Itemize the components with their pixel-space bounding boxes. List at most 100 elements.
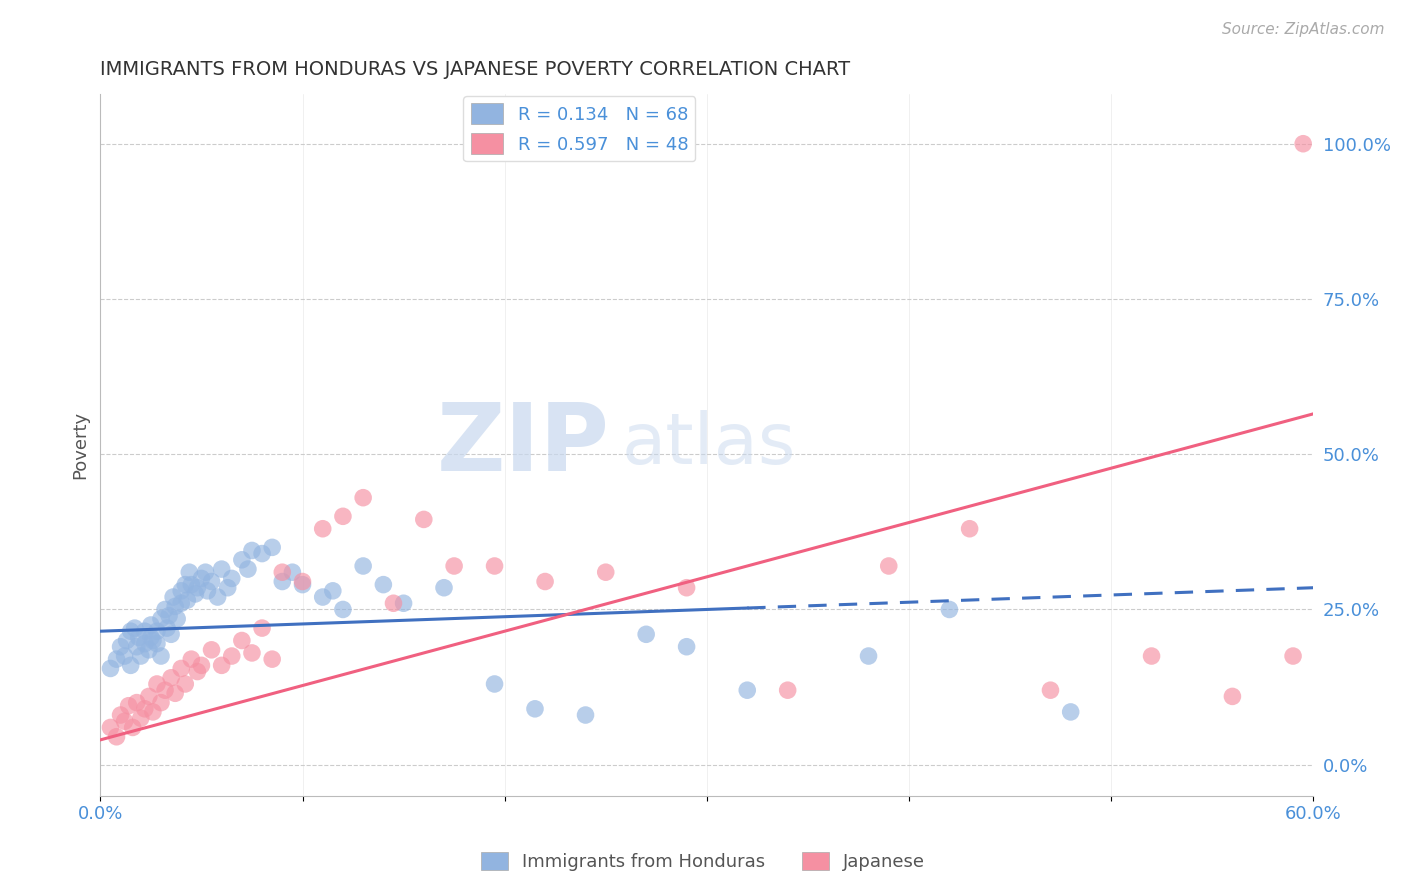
Point xyxy=(105,730,128,744)
Point xyxy=(170,596,193,610)
Point xyxy=(138,643,160,657)
Point xyxy=(138,690,160,704)
Point xyxy=(291,577,314,591)
Point xyxy=(332,602,354,616)
Point xyxy=(160,671,183,685)
Point xyxy=(184,587,207,601)
Point xyxy=(179,565,201,579)
Point xyxy=(134,702,156,716)
Point xyxy=(142,633,165,648)
Point xyxy=(110,708,132,723)
Point xyxy=(352,491,374,505)
Point xyxy=(231,633,253,648)
Legend: R = 0.134   N = 68, R = 0.597   N = 48: R = 0.134 N = 68, R = 0.597 N = 48 xyxy=(464,96,696,161)
Point xyxy=(240,543,263,558)
Point xyxy=(200,574,222,589)
Point xyxy=(100,721,122,735)
Point xyxy=(433,581,456,595)
Point xyxy=(858,648,880,663)
Point xyxy=(291,574,314,589)
Point xyxy=(250,621,273,635)
Point xyxy=(1222,690,1244,704)
Point xyxy=(139,618,162,632)
Point xyxy=(114,648,136,663)
Point xyxy=(1039,683,1062,698)
Point xyxy=(675,581,697,595)
Point xyxy=(162,590,184,604)
Point xyxy=(312,522,335,536)
Point xyxy=(105,652,128,666)
Point xyxy=(240,646,263,660)
Point xyxy=(146,637,169,651)
Point xyxy=(176,593,198,607)
Point xyxy=(153,602,176,616)
Point xyxy=(574,708,596,723)
Point xyxy=(121,721,143,735)
Point xyxy=(160,627,183,641)
Point xyxy=(197,583,219,598)
Point xyxy=(959,522,981,536)
Point xyxy=(236,562,259,576)
Point xyxy=(180,577,202,591)
Point xyxy=(142,705,165,719)
Point xyxy=(332,509,354,524)
Point xyxy=(262,541,284,555)
Point xyxy=(165,599,187,614)
Point xyxy=(271,574,294,589)
Point xyxy=(125,696,148,710)
Point xyxy=(1282,648,1305,663)
Point xyxy=(174,677,197,691)
Point xyxy=(146,677,169,691)
Point xyxy=(211,562,233,576)
Point xyxy=(484,677,506,691)
Point xyxy=(271,565,294,579)
Point xyxy=(221,571,243,585)
Point xyxy=(595,565,617,579)
Point xyxy=(877,559,900,574)
Text: Source: ZipAtlas.com: Source: ZipAtlas.com xyxy=(1222,22,1385,37)
Point xyxy=(1292,136,1315,151)
Point xyxy=(776,683,799,698)
Point xyxy=(636,627,658,641)
Point xyxy=(194,565,217,579)
Point xyxy=(100,661,122,675)
Point xyxy=(180,652,202,666)
Point xyxy=(129,711,152,725)
Text: atlas: atlas xyxy=(621,410,796,479)
Point xyxy=(146,624,169,639)
Point xyxy=(231,553,253,567)
Point xyxy=(186,581,208,595)
Point xyxy=(217,581,239,595)
Point xyxy=(150,648,173,663)
Point xyxy=(114,714,136,729)
Point xyxy=(165,686,187,700)
Y-axis label: Poverty: Poverty xyxy=(72,411,89,479)
Point xyxy=(675,640,697,654)
Point xyxy=(120,658,142,673)
Point xyxy=(1140,648,1163,663)
Point xyxy=(129,648,152,663)
Point xyxy=(382,596,405,610)
Point xyxy=(128,631,150,645)
Point xyxy=(938,602,960,616)
Point xyxy=(322,583,344,598)
Point xyxy=(134,637,156,651)
Point xyxy=(190,658,212,673)
Point xyxy=(412,512,434,526)
Point xyxy=(156,621,179,635)
Point xyxy=(170,661,193,675)
Point xyxy=(207,590,229,604)
Point xyxy=(139,631,162,645)
Point xyxy=(1060,705,1083,719)
Point xyxy=(170,583,193,598)
Point xyxy=(150,696,173,710)
Point xyxy=(312,590,335,604)
Point xyxy=(125,640,148,654)
Point xyxy=(200,643,222,657)
Legend: Immigrants from Honduras, Japanese: Immigrants from Honduras, Japanese xyxy=(474,845,932,879)
Text: ZIP: ZIP xyxy=(437,399,610,491)
Point xyxy=(735,683,758,698)
Point xyxy=(262,652,284,666)
Point xyxy=(352,559,374,574)
Point xyxy=(150,612,173,626)
